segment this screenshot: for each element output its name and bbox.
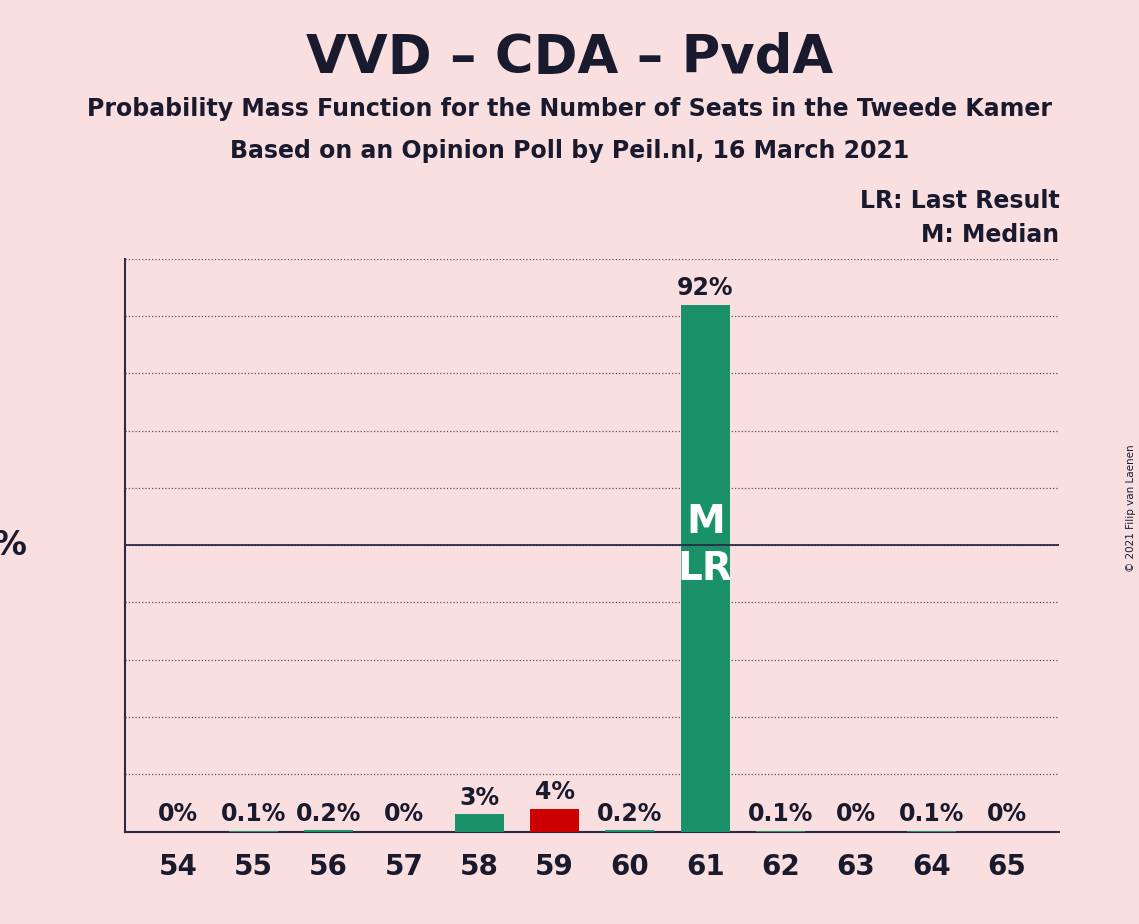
Text: 4%: 4% (534, 780, 574, 804)
Text: VVD – CDA – PvdA: VVD – CDA – PvdA (306, 32, 833, 84)
Text: 0.1%: 0.1% (221, 802, 286, 826)
Text: 0%: 0% (986, 802, 1026, 826)
Text: 0%: 0% (158, 802, 198, 826)
Text: 50%: 50% (0, 529, 27, 562)
Text: 0%: 0% (384, 802, 424, 826)
Bar (606, 831, 655, 832)
Text: Based on an Opinion Poll by Peil.nl, 16 March 2021: Based on an Opinion Poll by Peil.nl, 16 … (230, 139, 909, 163)
Text: 0%: 0% (836, 802, 876, 826)
Text: 0.1%: 0.1% (748, 802, 813, 826)
Bar (304, 831, 353, 832)
Text: LR: Last Result: LR: Last Result (860, 188, 1059, 213)
Text: Probability Mass Function for the Number of Seats in the Tweede Kamer: Probability Mass Function for the Number… (87, 97, 1052, 121)
Text: M: Median: M: Median (921, 224, 1059, 248)
Bar (530, 808, 579, 832)
Text: 92%: 92% (677, 276, 734, 300)
Text: M
LR: M LR (678, 503, 732, 588)
Text: 0.2%: 0.2% (597, 802, 663, 826)
Text: 0.2%: 0.2% (296, 802, 361, 826)
Bar (454, 814, 503, 832)
Text: 0.1%: 0.1% (899, 802, 964, 826)
Bar (681, 305, 730, 832)
Text: © 2021 Filip van Laenen: © 2021 Filip van Laenen (1126, 444, 1136, 572)
Text: 3%: 3% (459, 785, 499, 809)
